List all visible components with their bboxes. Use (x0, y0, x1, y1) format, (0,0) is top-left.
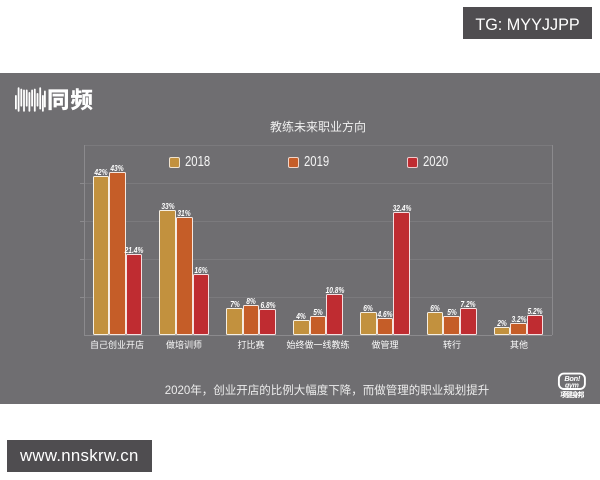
svg-text:项健身邦: 项健身邦 (560, 389, 584, 399)
svg-text:gym: gym (564, 383, 579, 390)
svg-text:Bon!: Bon! (564, 374, 580, 383)
